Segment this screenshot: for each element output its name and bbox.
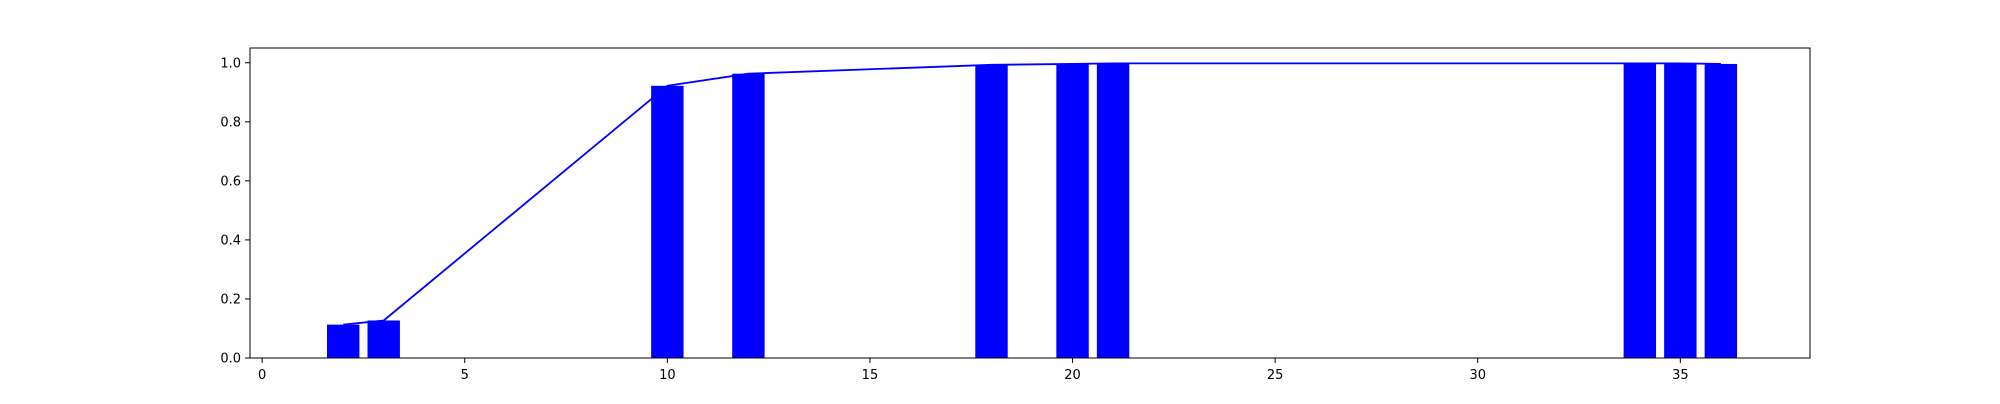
- bar-8: [1664, 63, 1697, 358]
- bar-3: [732, 73, 765, 358]
- y-tick-label-0: 0.0: [220, 352, 241, 367]
- y-tick-label-2: 0.4: [220, 233, 241, 248]
- bar-2: [651, 85, 684, 359]
- series-line: [343, 62, 1721, 326]
- y-tick-label-4: 0.8: [220, 115, 241, 130]
- y-tick-label-1: 0.2: [220, 292, 241, 307]
- bar-7: [1623, 63, 1657, 358]
- bar-0: [326, 324, 360, 358]
- bars-layer: [326, 63, 1738, 359]
- x-tick-label-0: 0: [258, 368, 266, 383]
- y-tick-label-5: 1.0: [220, 56, 241, 71]
- x-tick-label-7: 35: [1672, 368, 1689, 383]
- x-tick-label-1: 5: [461, 368, 469, 383]
- x-tick-label-5: 25: [1267, 368, 1284, 383]
- bar-1: [367, 320, 400, 358]
- x-tick-label-3: 15: [862, 368, 879, 383]
- bar-4: [975, 64, 1008, 358]
- plot-frame: [249, 47, 1811, 359]
- axes-layer: 0 5 10 15 20 25 30 35 0.0 0.2 0.4 0.6 0.8 1.0: [220, 47, 1811, 383]
- y-tick-label-3: 0.6: [220, 174, 241, 189]
- line-layer: [343, 62, 1721, 326]
- bar-5: [1056, 63, 1089, 358]
- x-tick-label-4: 20: [1064, 368, 1081, 383]
- x-tick-label-2: 10: [659, 368, 676, 383]
- x-tick-label-6: 30: [1469, 368, 1486, 383]
- bar-9: [1704, 63, 1738, 358]
- bar-6: [1096, 63, 1130, 358]
